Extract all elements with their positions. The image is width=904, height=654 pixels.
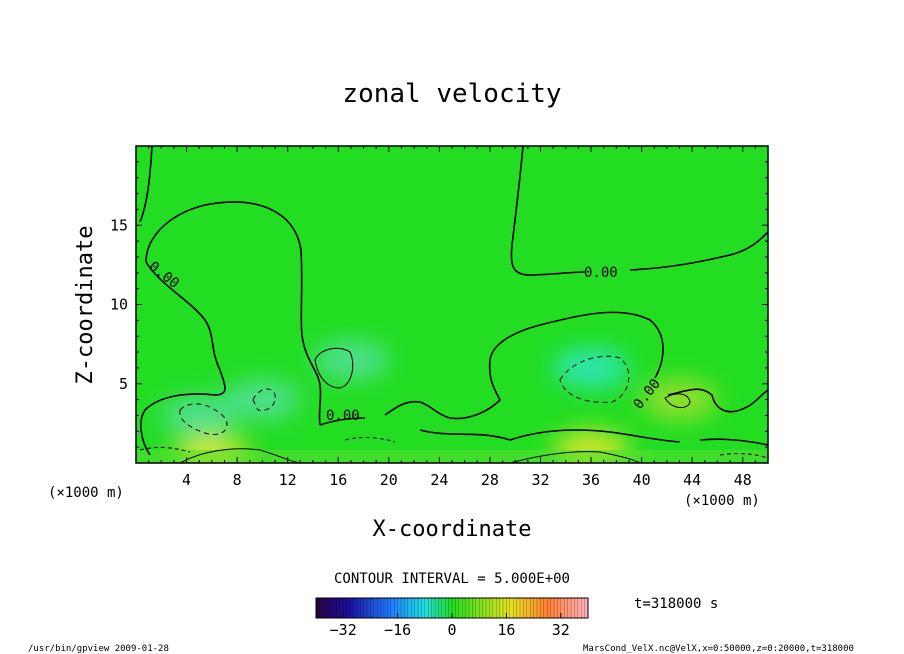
velocity-feature-2: [161, 395, 238, 436]
contour-interval: CONTOUR INTERVAL = 5.000E+00: [334, 571, 570, 587]
contour-pos-small: [664, 393, 691, 408]
colorbar-ticks: −32 −16 0 16 32: [330, 613, 570, 639]
bottom-band: [136, 450, 768, 463]
x-tick-label-6: 28: [481, 471, 499, 489]
contour-zero-left: [139, 146, 322, 426]
y-tick-label-2: 15: [110, 216, 128, 234]
x-tick-label-3: 16: [329, 471, 347, 489]
x-tick-label-0: 4: [182, 471, 191, 489]
x-unit-left: (×1000 m): [48, 485, 124, 501]
velocity-feature-3: [224, 379, 301, 420]
contour-dash-left2: [252, 388, 276, 411]
colorbar-tick-label-2: 0: [447, 621, 456, 639]
x-tick-label-1: 8: [233, 471, 242, 489]
x-tick-label-8: 36: [582, 471, 600, 489]
x-tick-label-2: 12: [279, 471, 297, 489]
contour-zero-mid: [319, 311, 664, 426]
contour-lines: [139, 146, 768, 456]
colorbar-tick-label-1: −16: [384, 621, 411, 639]
velocity-feature-0: [312, 339, 389, 380]
velocity-feature-1: [553, 347, 630, 388]
contour-neg-center: [314, 347, 354, 389]
colorbar-tick-label-3: 16: [497, 621, 515, 639]
contour-zero-bottom: [419, 429, 768, 446]
contour-zero-left2: [140, 261, 226, 456]
colorbar-tick-label-0: −32: [330, 621, 357, 639]
x-tick-label-11: 48: [734, 471, 752, 489]
contour-dash-left: [179, 403, 228, 435]
x-unit-right: (×1000 m): [684, 493, 760, 509]
x-tick-label-10: 44: [683, 471, 701, 489]
x-tick-label-5: 24: [430, 471, 448, 489]
contour-zero-top: [510, 146, 768, 276]
y-axis-title: Z-coordinate: [73, 226, 98, 385]
contour-label-3: 0.00: [326, 408, 360, 424]
contour-label-2: 0.00: [584, 265, 618, 281]
contour-zero-right: [667, 388, 768, 413]
chart-title: zonal velocity: [342, 79, 561, 109]
contour-lines-thin: [139, 347, 768, 463]
x-axis-title: X-coordinate: [373, 517, 532, 542]
time-label: t=318000 s: [634, 596, 718, 612]
contour-pos-bottom: [179, 448, 641, 463]
x-tick-label-9: 40: [633, 471, 651, 489]
footer-right: MarsCond_VelX.nc@VelX,x=0:50000,z=0:2000…: [583, 644, 854, 654]
y-tick-label-1: 10: [110, 296, 128, 314]
contour-dash-bottom: [139, 437, 768, 459]
y-tick-label-0: 5: [119, 375, 128, 393]
x-axis: 4 8 12 16 20 24 28 32 36 40 44 48: [148, 146, 756, 489]
footer-left: /usr/bin/gpview 2009-01-28: [28, 644, 169, 654]
y-axis: 5 10 15: [110, 161, 768, 448]
x-tick-label-4: 20: [380, 471, 398, 489]
colorbar-tick-label-4: 32: [552, 621, 570, 639]
colorbar-hatching: [319, 598, 585, 618]
x-tick-label-7: 32: [531, 471, 549, 489]
contour-dash-right: [559, 355, 630, 403]
